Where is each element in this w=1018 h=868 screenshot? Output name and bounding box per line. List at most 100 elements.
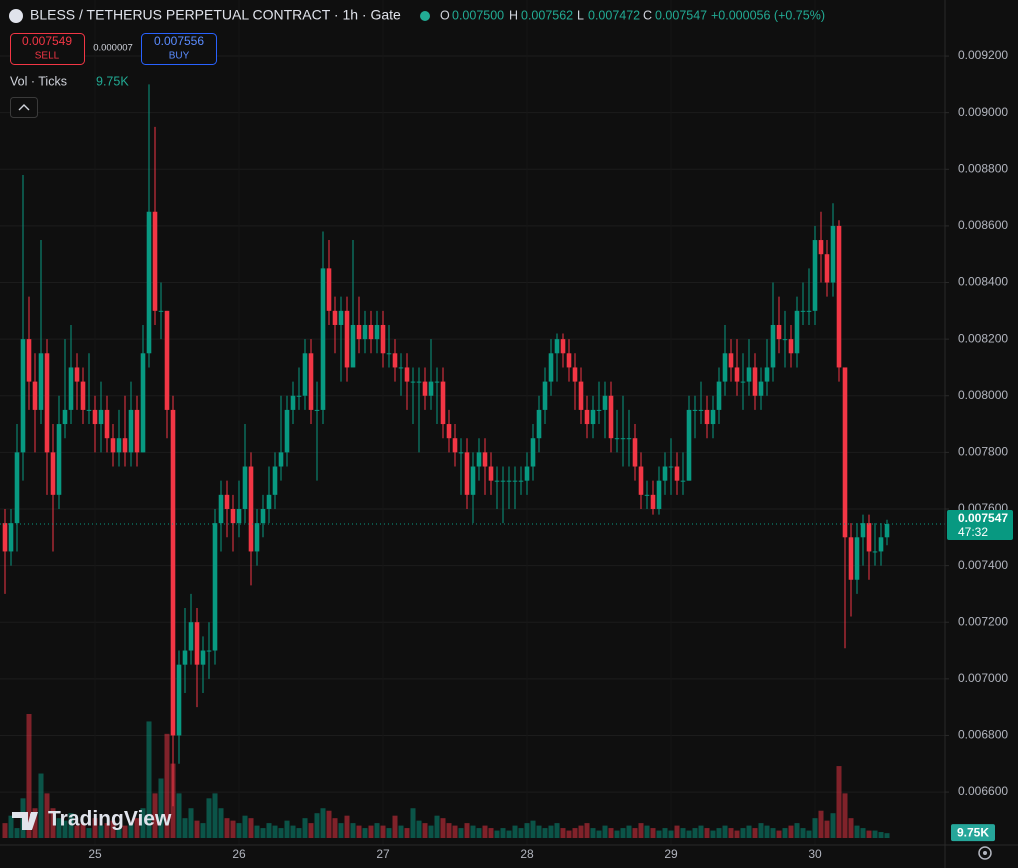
volume-bar	[242, 815, 248, 838]
volume-bar	[362, 828, 368, 838]
candle-body	[332, 310, 338, 325]
volume-bar	[836, 766, 842, 838]
candle-body	[236, 508, 242, 524]
candle-body	[122, 438, 128, 453]
volume-bar	[392, 815, 398, 838]
candle-body	[350, 324, 356, 368]
volume-bar	[212, 793, 218, 838]
volume-bar	[332, 818, 338, 838]
volume-bar	[320, 808, 326, 838]
volume-bar	[284, 820, 290, 838]
watermark: TradingView	[48, 808, 172, 831]
ohlc-value: 0.007500	[452, 8, 504, 22]
volume-bar	[122, 825, 128, 838]
symbol-title[interactable]: BLESS / TETHERUS PERPETUAL CONTRACT · 1h…	[30, 7, 401, 23]
volume-bar	[584, 823, 590, 838]
volume-bar	[38, 773, 44, 838]
volume-bar	[218, 808, 224, 838]
y-tick-label: 0.008200	[958, 331, 1008, 345]
candle-body	[770, 324, 776, 368]
volume-bar	[806, 830, 812, 838]
volume-bar	[698, 825, 704, 838]
volume-bar	[824, 820, 830, 838]
candle-body	[494, 480, 500, 482]
y-tick-label: 0.008600	[958, 218, 1008, 232]
candle-body	[2, 523, 8, 552]
candle-body	[32, 381, 38, 410]
candle-body	[812, 240, 818, 311]
volume-bar	[92, 818, 98, 838]
y-tick-label: 0.007000	[958, 671, 1008, 685]
candle-body	[680, 480, 686, 482]
candle-body	[758, 381, 764, 396]
candle-body	[626, 438, 632, 440]
settings-icon	[983, 851, 987, 855]
x-tick-label: 28	[520, 847, 534, 861]
y-tick-label: 0.009000	[958, 105, 1008, 119]
candle-body	[788, 339, 794, 354]
volume-bar	[470, 825, 476, 838]
candle-body	[848, 537, 854, 580]
volume-bar	[692, 828, 698, 838]
volume-bar	[542, 828, 548, 838]
ohlc-label: O	[440, 8, 450, 22]
ohlc-label: H	[509, 8, 518, 22]
candle-body	[398, 367, 404, 369]
volume-bar	[548, 825, 554, 838]
candle-body	[188, 622, 194, 651]
candle-body	[464, 452, 470, 495]
volume-bar	[14, 828, 20, 838]
candle-body	[206, 650, 212, 652]
candle-body	[56, 424, 62, 495]
volume-bar	[776, 830, 782, 838]
volume-bar	[158, 778, 164, 838]
candle-body	[578, 381, 584, 410]
volume-label: 9.75K	[957, 825, 989, 839]
volume-bar	[578, 825, 584, 838]
candle-body	[176, 664, 182, 736]
volume-bar	[794, 823, 800, 838]
collapse-button[interactable]	[10, 97, 38, 118]
volume-label-box	[951, 824, 995, 842]
y-tick-label: 0.006800	[958, 728, 1008, 742]
candle-body	[392, 353, 398, 368]
volume-bar	[746, 825, 752, 838]
settings-button[interactable]	[978, 846, 992, 860]
sell-button[interactable]	[10, 33, 85, 65]
volume-bar	[812, 818, 818, 838]
candle-body	[38, 353, 44, 410]
candle-body	[524, 466, 530, 481]
volume-bar	[56, 818, 62, 838]
volume-bar	[2, 823, 8, 838]
sell-label: SELL	[35, 51, 60, 62]
candle-body	[8, 523, 14, 552]
volume-bar	[740, 828, 746, 838]
volume-bar	[440, 818, 446, 838]
candle-body	[200, 650, 206, 665]
y-tick-label: 0.008400	[958, 275, 1008, 289]
volume-bar	[164, 733, 170, 838]
candle-body	[692, 409, 698, 411]
candle-body	[458, 452, 464, 454]
candle-body	[242, 466, 248, 509]
candle-body	[500, 480, 506, 482]
y-tick-label: 0.006600	[958, 784, 1008, 798]
volume-bar	[272, 825, 278, 838]
volume-bar	[530, 820, 536, 838]
volume-bar	[410, 808, 416, 838]
candle-body	[866, 523, 872, 552]
symbol-icon[interactable]	[9, 9, 23, 23]
volume-bar	[248, 818, 254, 838]
x-tick-label: 30	[808, 847, 822, 861]
volume-bar	[464, 823, 470, 838]
volume-bar	[572, 828, 578, 838]
volume-bar	[818, 810, 824, 838]
buy-button[interactable]	[141, 33, 217, 65]
candle-body	[272, 466, 278, 495]
axes: 0.006600 0.006800 0.007000 0.007200 0.007400…	[88, 48, 1013, 861]
volume-bar	[302, 818, 308, 838]
volume-bar	[632, 828, 638, 838]
candle-body	[482, 452, 488, 467]
volume-bar	[518, 828, 524, 838]
volume-bar	[728, 828, 734, 838]
